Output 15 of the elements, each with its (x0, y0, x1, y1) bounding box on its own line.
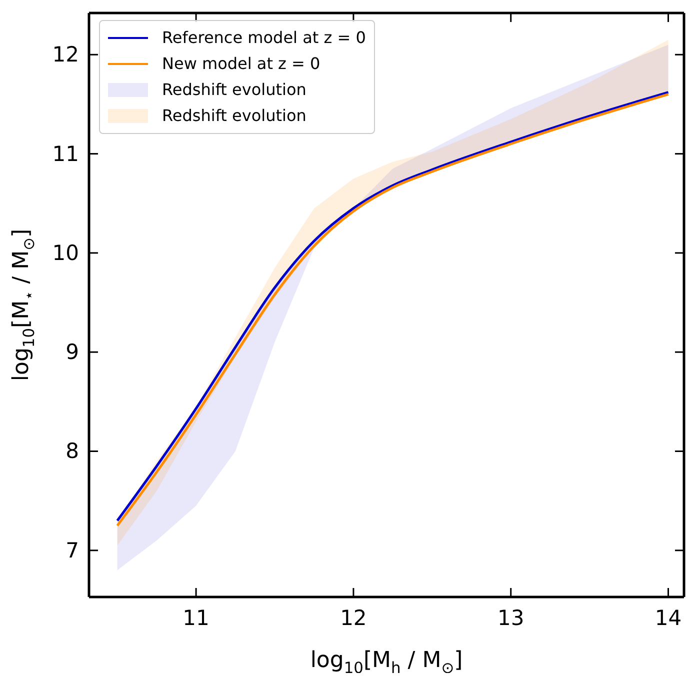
x-tick-label: 11 (182, 606, 210, 630)
y-tick-label: 8 (66, 439, 79, 464)
annotation: Redshift evolution (162, 79, 306, 101)
y-tick-label: 7 (66, 538, 79, 562)
legend-label: New model at z = 0 (162, 53, 320, 75)
annotation: Redshift evolution (162, 105, 306, 127)
y-tick-label: 11 (52, 142, 79, 166)
legend-label: Reference model at z = 0 (162, 27, 366, 49)
x-tick-label: 13 (497, 606, 524, 630)
x-axis-title: log$_{10}$[M$_{h}$ / M$_{⊙}$] (310, 648, 463, 677)
y-tick-label: 12 (52, 42, 79, 67)
y-tick-label: 10 (52, 240, 79, 265)
x-tick-label: 12 (340, 606, 367, 630)
x-tick-label: 14 (654, 606, 682, 630)
y-tick-label: 9 (66, 340, 79, 364)
